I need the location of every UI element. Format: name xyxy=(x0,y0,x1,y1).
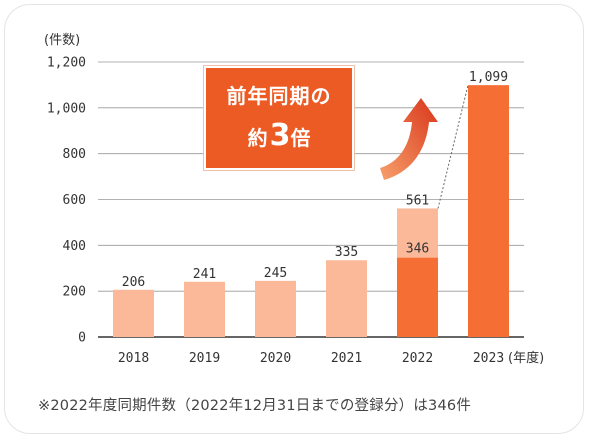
comparison-connector xyxy=(437,85,469,209)
callout-line2: 約3倍 xyxy=(206,118,352,153)
bar-2022-same-period xyxy=(397,257,438,337)
bar-2019 xyxy=(184,281,225,337)
bar-2018 xyxy=(113,289,154,337)
bar-2021 xyxy=(326,260,367,337)
y-tick-label: 1,000 xyxy=(47,101,86,116)
y-axis-unit: (件数) xyxy=(44,33,80,48)
x-tick-label: 2022 xyxy=(402,351,433,366)
bar-2023 xyxy=(468,85,509,337)
callout-multiplier: 3 xyxy=(269,118,291,153)
y-tick-label: 0 xyxy=(78,331,86,346)
y-tick-label: 1,200 xyxy=(47,56,86,71)
bar-2020 xyxy=(255,280,296,337)
y-tick-label: 400 xyxy=(63,239,86,254)
data-label-2022-same-period: 346 xyxy=(406,242,429,257)
data-label-2020: 245 xyxy=(264,266,287,281)
callout-prefix: 約 xyxy=(247,126,268,150)
footnote: ※2022年度同期件数（2022年12月31日までの登録分）は346件 xyxy=(38,398,472,414)
y-tick-label: 600 xyxy=(63,193,86,208)
data-label-2023: 1,099 xyxy=(469,70,508,85)
callout-suffix: 倍 xyxy=(290,126,311,150)
data-label-2022: 561 xyxy=(406,193,429,208)
data-label-2018: 206 xyxy=(122,275,145,290)
x-tick-label: 2023 xyxy=(473,351,504,366)
x-tick-label: 2021 xyxy=(331,351,362,366)
growth-arrow-icon xyxy=(380,98,438,180)
x-tick-label: 2019 xyxy=(189,351,220,366)
callout-line1: 前年同期の xyxy=(226,84,332,108)
y-tick-label: 800 xyxy=(63,147,86,162)
x-tick-label: 2018 xyxy=(118,351,149,366)
x-axis-unit: (年度) xyxy=(508,350,544,366)
x-tick-label: 2020 xyxy=(260,351,291,366)
growth-callout: 前年同期の 約3倍 xyxy=(204,66,354,170)
y-tick-label: 200 xyxy=(63,285,86,300)
data-label-2021: 335 xyxy=(335,245,358,260)
data-label-2019: 241 xyxy=(193,267,216,282)
